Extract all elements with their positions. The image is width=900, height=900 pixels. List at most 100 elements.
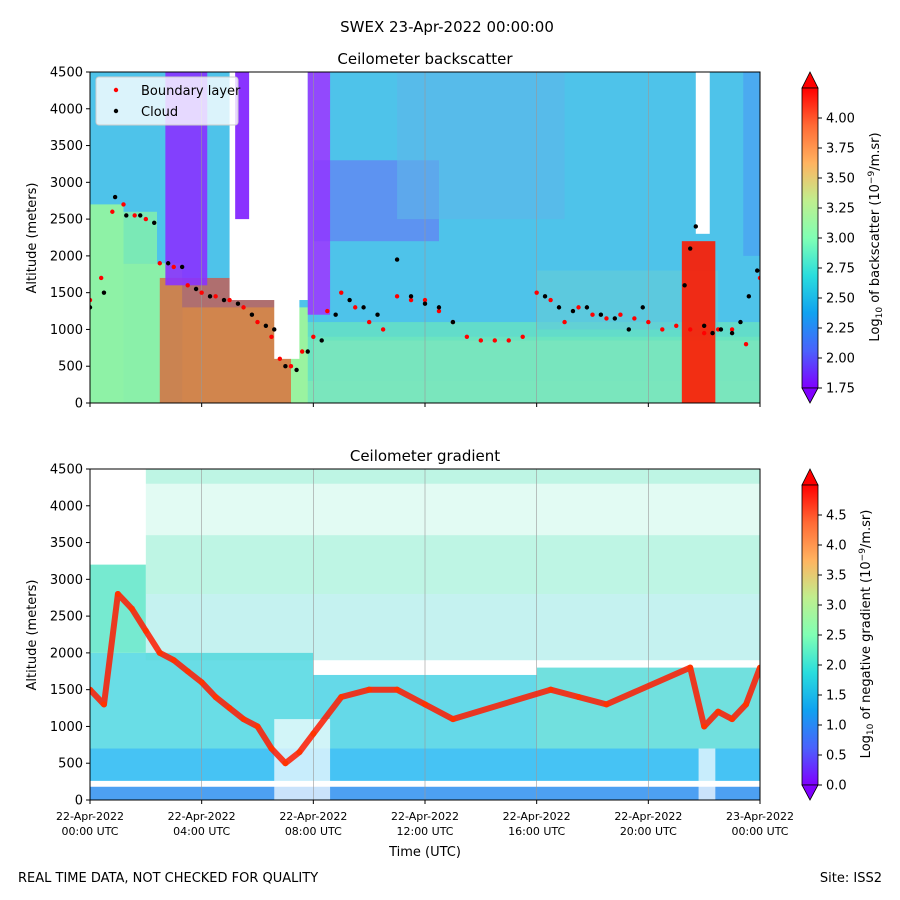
panel2-y-axis-label: Altitude (meters) xyxy=(25,580,40,691)
strong-gradient-point xyxy=(142,627,149,634)
cloud-marker xyxy=(112,194,118,200)
boundary-layer-marker xyxy=(299,349,305,354)
panel2-x-axis: 22-Apr-2022 00:00 UTC 22-Apr-2022 04:00 UTC… xyxy=(56,800,794,838)
colorbar-tick-label: 1.75 xyxy=(826,382,855,397)
colorbar-backscatter: 1.75 2.00 2.25 2.50 2.75 3.00 3.25 3.50 3.75 4.00… xyxy=(801,71,885,404)
cloud-marker xyxy=(612,316,618,321)
boundary-layer-marker xyxy=(492,338,497,343)
boundary-layer-marker xyxy=(157,261,162,266)
panel1-plot-area xyxy=(90,72,760,403)
colorbar-tick-label: 3.00 xyxy=(826,232,855,247)
strong-gradient-point xyxy=(701,723,708,730)
panel1-y-axis-label: Altitude (meters) xyxy=(25,183,40,294)
boundary-layer-marker xyxy=(241,305,246,310)
x-tick-time: 16:00 UTC xyxy=(508,825,565,838)
strong-gradient-point xyxy=(296,749,303,756)
strong-gradient-point xyxy=(687,664,694,671)
legend-marker-boundary-layer xyxy=(113,87,119,93)
cloud-marker xyxy=(179,264,185,270)
legend-marker-cloud xyxy=(113,108,119,114)
y-tick-label: 4500 xyxy=(50,66,83,81)
strong-gradient-point xyxy=(184,668,191,675)
boundary-layer-marker xyxy=(110,209,115,214)
y-tick-label: 2500 xyxy=(50,213,83,228)
y-tick-label: 3000 xyxy=(50,573,83,588)
boundary-layer-marker xyxy=(632,316,637,321)
boundary-layer-marker xyxy=(277,356,283,362)
boundary-layer-marker xyxy=(422,297,428,303)
colorbar-tick-label: 2.25 xyxy=(826,322,855,337)
strong-gradient-point xyxy=(226,705,233,712)
colorbar2-top-extension xyxy=(801,468,819,486)
strong-gradient-point xyxy=(114,591,121,598)
colorbar-tick-label: 3.50 xyxy=(826,172,855,187)
strong-gradient-point xyxy=(575,694,582,701)
boundary-layer-marker xyxy=(506,338,511,343)
heatmap-missing-data xyxy=(695,72,710,234)
y-tick-label: 2500 xyxy=(50,610,83,625)
colorbar-tick-label: 0.0 xyxy=(826,779,847,794)
colorbar-tick-label: 3.5 xyxy=(826,569,847,584)
boundary-layer-marker xyxy=(520,334,525,339)
cloud-marker xyxy=(193,286,199,292)
boundary-layer-marker xyxy=(408,297,414,303)
strong-gradient-point xyxy=(128,605,135,612)
cloud-marker xyxy=(283,364,288,369)
y-tick-label: 0 xyxy=(75,397,83,412)
strong-gradient-point xyxy=(240,716,247,723)
boundary-layer-marker xyxy=(199,290,204,295)
colorbar2-gradient xyxy=(801,484,819,786)
boundary-layer-marker xyxy=(213,294,218,299)
strong-gradient-point xyxy=(715,708,722,715)
boundary-layer-marker xyxy=(590,312,595,317)
legend-box xyxy=(95,76,239,126)
strong-gradient-point xyxy=(422,701,428,708)
boundary-layer-marker xyxy=(353,305,358,310)
y-tick-label: 1500 xyxy=(50,683,83,698)
heatmap-missing-data xyxy=(698,748,716,800)
cloud-marker xyxy=(422,301,428,306)
cloud-marker xyxy=(394,257,400,262)
cloud-marker xyxy=(436,305,442,310)
cloud-marker xyxy=(319,338,324,343)
cloud-marker xyxy=(263,323,269,328)
cloud-marker xyxy=(152,220,157,225)
colorbar-tick-label: 2.50 xyxy=(826,292,855,307)
colorbar-gradient: 0.0 0.5 1.0 1.5 2.0 2.5 3.0 3.5 4.0 4.5 Log10 of … xyxy=(801,468,876,801)
legend-label-cloud: Cloud xyxy=(141,105,178,120)
cloud-marker xyxy=(738,319,743,325)
colorbar-tick-label: 2.75 xyxy=(826,262,855,277)
heatmap-missing-data xyxy=(274,72,300,359)
colorbar2-label-sub: 10 xyxy=(866,723,876,735)
cloud-marker xyxy=(207,294,213,299)
y-tick-label: 3500 xyxy=(50,536,83,551)
panel2-y-axis: 0 500 1000 1500 2000 2500 3000 3500 4000 4500 xyxy=(50,463,90,809)
boundary-layer-marker xyxy=(288,364,294,369)
boundary-layer-marker xyxy=(576,305,581,310)
strong-gradient-point xyxy=(100,701,107,708)
x-tick-time: 00:00 UTC xyxy=(61,825,118,838)
x-tick-date: 22-Apr-2022 xyxy=(279,810,347,823)
cloud-marker xyxy=(361,305,366,310)
cloud-marker xyxy=(375,312,380,317)
colorbar-tick-label: 3.75 xyxy=(826,142,855,157)
heatmap-upper-gradient xyxy=(145,594,760,661)
strong-gradient-point xyxy=(449,716,456,723)
cloud-marker xyxy=(90,305,93,310)
boundary-layer-marker xyxy=(311,334,316,339)
cloud-marker xyxy=(688,246,693,251)
footer-site: Site: ISS2 xyxy=(820,871,882,886)
strong-gradient-point xyxy=(254,723,261,730)
legend: Boundary layer Cloud xyxy=(95,76,241,126)
strong-gradient-point xyxy=(310,730,317,737)
y-tick-label: 1500 xyxy=(50,286,83,301)
y-tick-label: 4500 xyxy=(50,463,83,478)
boundary-layer-marker xyxy=(534,290,539,295)
colorbar1-label-log: Log xyxy=(868,318,883,341)
legend-label-boundary-layer: Boundary layer xyxy=(141,84,241,99)
y-tick-label: 2000 xyxy=(50,249,83,264)
cloud-marker xyxy=(746,294,752,299)
x-tick-date: 23-Apr-2022 xyxy=(726,810,794,823)
cloud-marker xyxy=(682,283,687,288)
